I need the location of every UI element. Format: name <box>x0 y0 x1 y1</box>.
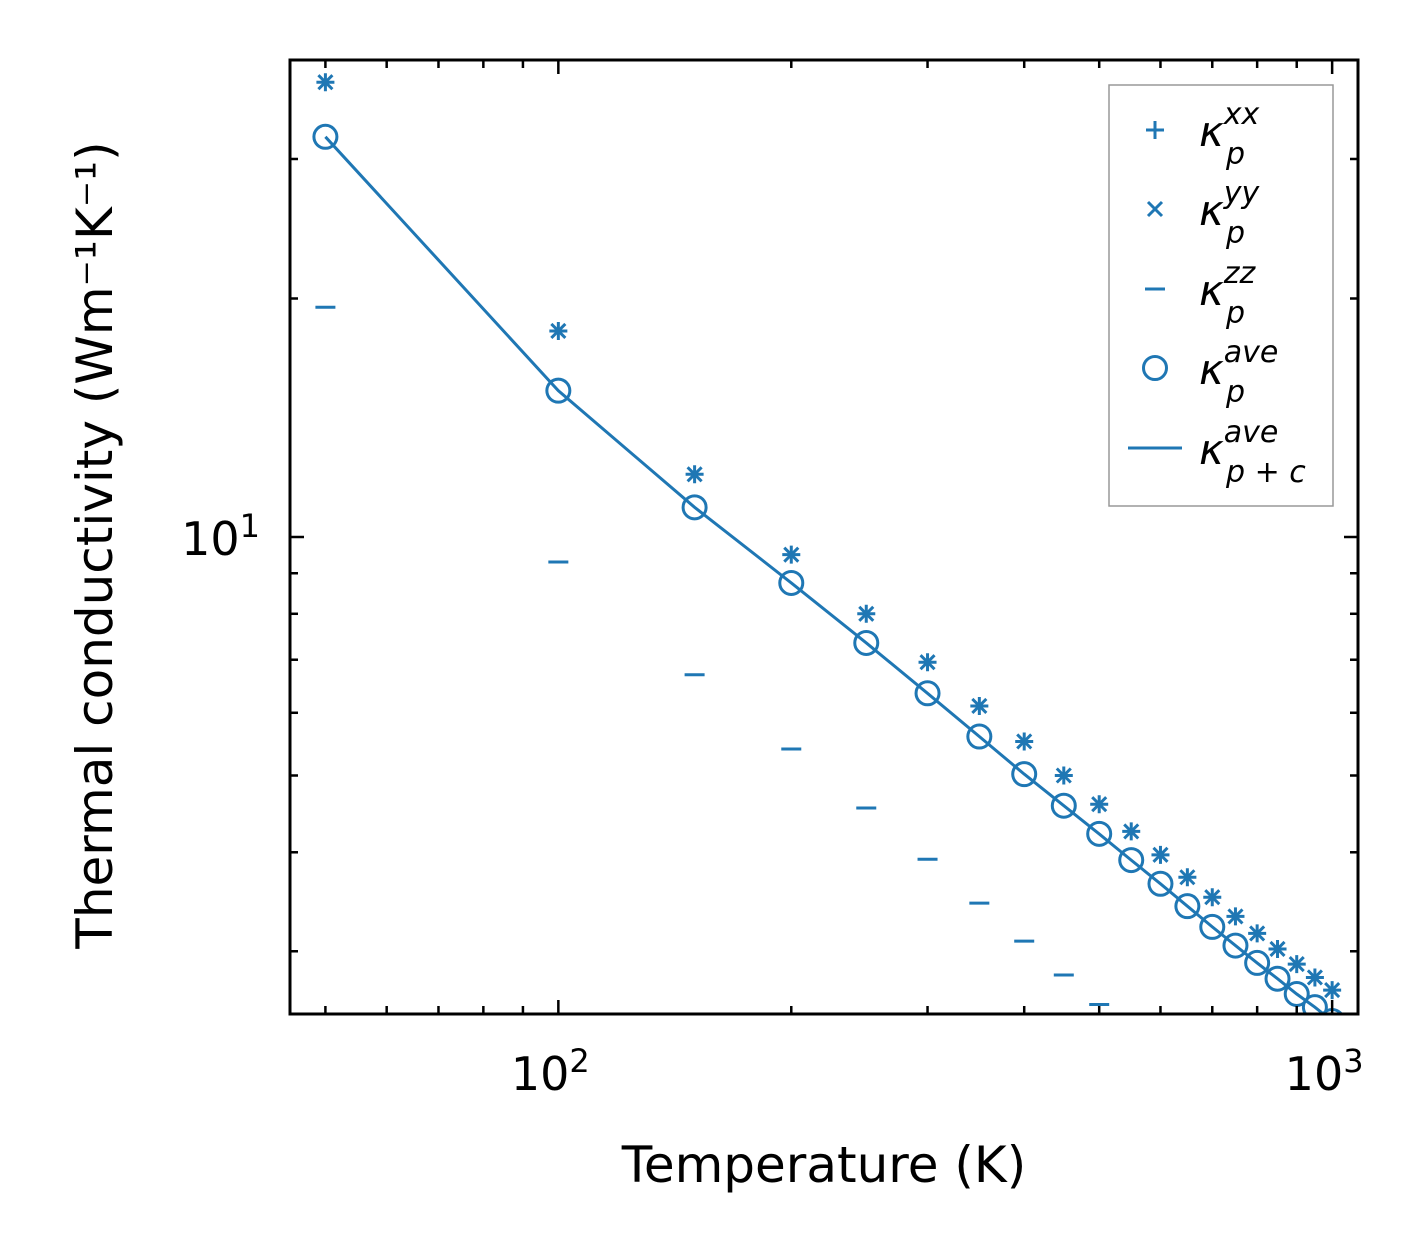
x-axis-label: Temperature (K) <box>621 1136 1026 1194</box>
data-point-kappa_p_yy <box>317 74 334 91</box>
legend-entry-kappa_p_plus_c_ave: κave p + c <box>1128 415 1306 490</box>
legend-label: κyy p <box>1199 176 1261 251</box>
legend-box <box>1108 84 1334 507</box>
data-point-kappa_p_ave <box>1118 847 1145 874</box>
legend-marker-swatch <box>1146 200 1164 218</box>
data-point-kappa_p_yy <box>1269 940 1286 958</box>
plot-area <box>312 73 1344 1014</box>
data-point-kappa_p_yy <box>1123 823 1140 840</box>
data-point-kappa_p_ave <box>1283 980 1310 1007</box>
data-point-kappa_p_ave <box>1147 870 1174 897</box>
series-kappa_p_plus_c_ave <box>324 135 1326 1014</box>
data-point-kappa_p_yy <box>1016 733 1033 750</box>
y-axis-label: Thermal conductivity (Wm⁻¹K⁻¹) <box>66 141 124 949</box>
series-kappa_p_zz <box>315 305 1110 1006</box>
x-tick-label: 102 <box>511 1042 590 1101</box>
data-point-kappa_p_yy <box>1091 796 1108 813</box>
legend-label: κave p + c <box>1199 415 1306 490</box>
legend-label: κzz p <box>1199 256 1257 331</box>
data-point-kappa_p_ave <box>1050 792 1077 819</box>
data-point-kappa_p_ave <box>778 569 805 596</box>
data-point-kappa_p_ave <box>1086 820 1113 847</box>
data-point-kappa_p_ave <box>1222 932 1249 959</box>
data-point-kappa_p_ave <box>1174 893 1201 920</box>
data-point-kappa_p_yy <box>1324 982 1341 999</box>
data-point-kappa_p_ave <box>1264 965 1291 992</box>
data-point-kappa_p_yy <box>1227 908 1244 925</box>
legend-label: κave p <box>1199 335 1278 410</box>
data-point-kappa_p_ave <box>1301 994 1328 1014</box>
data-point-kappa_p_ave <box>914 680 941 707</box>
data-point-kappa_p_ave <box>312 123 339 150</box>
legend-entry-kappa_p_zz: κzz p <box>1145 256 1257 331</box>
data-point-kappa_p_ave <box>966 723 993 750</box>
data-point-kappa_p_ave <box>853 629 880 656</box>
data-point-kappa_p_yy <box>783 546 800 563</box>
data-point-kappa_p_yy <box>1204 889 1221 906</box>
legend-entry-kappa_p_yy: κyy p <box>1146 176 1261 251</box>
data-point-kappa_p_yy <box>1288 956 1305 973</box>
data-point-kappa_p_yy <box>1306 969 1323 986</box>
legend-marker-swatch <box>1146 121 1164 139</box>
data-point-kappa_p_ave <box>545 377 572 404</box>
y-tick-label: 101 <box>181 507 260 566</box>
data-point-kappa_p_ave <box>1199 913 1226 940</box>
axes: 102 103 101 Temperature (K) Thermal conducti… <box>66 58 1364 1194</box>
legend-marker-swatch <box>1142 355 1168 381</box>
series-line-kappa_p_plus_c_ave <box>324 135 1326 1014</box>
x-tick-label: 103 <box>1285 1042 1364 1101</box>
data-point-kappa_p_ave <box>681 494 708 521</box>
data-point-kappa_p_ave <box>1011 761 1038 788</box>
data-point-kappa_p_yy <box>1055 767 1072 784</box>
axis-ticks <box>290 60 1358 1014</box>
legend-entry-kappa_p_xx: κxx p <box>1146 97 1260 172</box>
data-point-kappa_p_yy <box>919 654 936 671</box>
data-point-kappa_p_yy <box>858 605 875 622</box>
data-point-kappa_p_ave <box>1244 949 1271 976</box>
data-point-kappa_p_yy <box>550 322 567 340</box>
data-point-kappa_p_yy <box>686 466 703 483</box>
legend-entry-kappa_p_ave: κave p <box>1142 335 1278 410</box>
data-point-kappa_p_yy <box>971 697 988 715</box>
series-kappa_p_yy <box>317 74 1341 999</box>
data-point-kappa_p_yy <box>1249 925 1266 942</box>
data-point-kappa_p_yy <box>1179 869 1196 886</box>
data-series <box>312 73 1344 1014</box>
legend-label: κxx p <box>1199 97 1260 172</box>
data-point-kappa_p_yy <box>1152 846 1169 863</box>
